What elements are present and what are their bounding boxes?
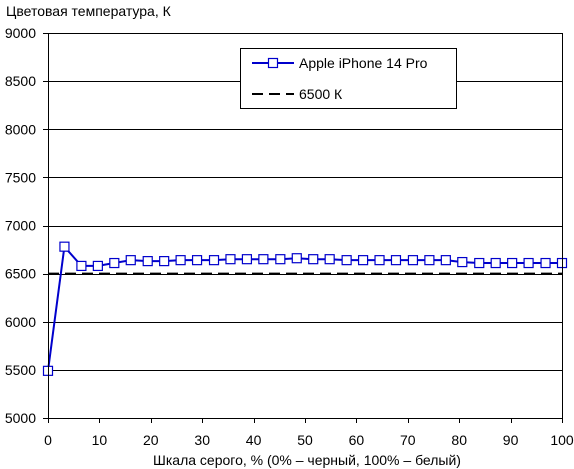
y-tick-label: 9000 <box>5 25 36 41</box>
y-axis-ticks: 5000 5500 6000 6500 7000 7500 8000 8500 9000 <box>5 25 48 426</box>
x-axis-ticks: 0 10 20 30 40 50 60 70 80 90 100 <box>44 418 574 448</box>
data-point <box>374 255 385 266</box>
y-axis-title: Цветовая температура, К <box>6 3 172 19</box>
y-tick-label: 6500 <box>5 266 36 282</box>
data-point <box>457 256 468 268</box>
data-point <box>540 257 551 269</box>
data-point <box>523 257 534 269</box>
data-point <box>59 241 70 252</box>
x-tick-label: 70 <box>400 432 416 448</box>
data-point <box>109 257 120 269</box>
x-tick-label: 50 <box>297 432 313 448</box>
data-point <box>175 255 186 266</box>
data-point <box>76 260 87 272</box>
x-tick-label: 100 <box>550 432 574 448</box>
data-point <box>92 260 103 272</box>
x-tick-label: 60 <box>349 432 365 448</box>
data-point <box>142 256 153 267</box>
data-point <box>440 255 451 266</box>
data-point <box>191 255 203 266</box>
y-tick-label: 5000 <box>5 410 36 426</box>
data-point <box>125 255 136 266</box>
data-point <box>490 257 501 269</box>
x-tick-label: 90 <box>503 432 519 448</box>
series-group <box>42 241 568 376</box>
data-point <box>208 255 220 266</box>
x-tick-label: 0 <box>44 432 52 448</box>
data-point <box>407 255 419 266</box>
x-axis-title: Шкала серого, % (0% – черный, 100% – бел… <box>153 452 461 468</box>
x-tick-label: 10 <box>92 432 108 448</box>
legend: Apple iPhone 14 Pro 6500 К <box>240 48 457 109</box>
legend-marker-iphone <box>267 57 279 69</box>
data-point <box>507 257 518 269</box>
x-tick-label: 40 <box>246 432 262 448</box>
data-point <box>324 254 335 265</box>
data-point <box>390 255 402 266</box>
y-tick-label: 8500 <box>5 73 36 89</box>
plot-frame <box>48 33 563 419</box>
legend-label-iphone: Apple iPhone 14 Pro <box>299 55 428 71</box>
data-point <box>258 254 269 265</box>
data-point <box>275 254 286 265</box>
data-point <box>424 255 435 266</box>
y-tick-label: 8000 <box>5 121 36 137</box>
y-tick-label: 6000 <box>5 314 36 330</box>
x-tick-label: 80 <box>451 432 467 448</box>
legend-label-6500k: 6500 К <box>299 86 343 102</box>
data-point <box>241 254 253 265</box>
data-point <box>225 254 236 265</box>
x-tick-label: 20 <box>143 432 159 448</box>
data-point <box>357 255 369 266</box>
data-point <box>474 257 485 269</box>
data-point <box>341 255 352 266</box>
x-tick-label: 30 <box>194 432 210 448</box>
y-tick-label: 5500 <box>5 362 36 378</box>
y-tick-label: 7500 <box>5 169 36 185</box>
series-line-iphone <box>47 244 562 371</box>
data-point <box>291 253 302 264</box>
data-point <box>159 256 170 267</box>
y-tick-label: 7000 <box>5 218 36 234</box>
data-point <box>308 254 319 265</box>
